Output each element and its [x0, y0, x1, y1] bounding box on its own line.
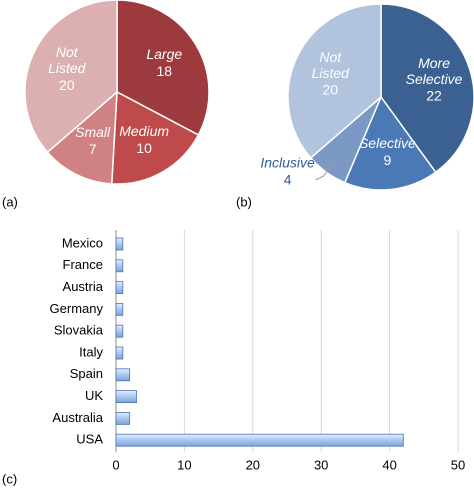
- bar: [115, 324, 124, 338]
- bar: [115, 237, 124, 251]
- slice-value: 9: [383, 152, 391, 168]
- label-line: Not: [56, 44, 79, 60]
- pie-slice: [343, 95, 437, 191]
- panel-label: (c): [2, 471, 17, 486]
- slice-label: Medium: [119, 123, 169, 139]
- y-tick-label: UK: [85, 388, 103, 403]
- bar: [115, 390, 137, 404]
- y-tick-label: Mexico: [62, 235, 103, 250]
- slice-label: Not Listed: [48, 44, 87, 76]
- slice-label: Inclusive: [260, 155, 315, 171]
- label-line: Selective: [406, 70, 463, 86]
- pie-slice: [287, 3, 382, 159]
- slice-label: Not Listed: [312, 49, 351, 81]
- bar: [115, 346, 124, 360]
- pie-slice: [46, 90, 118, 185]
- slice-value: 18: [156, 63, 172, 79]
- y-tick-label: France: [63, 257, 103, 272]
- slice-value: 20: [59, 77, 75, 93]
- label-line: Listed: [48, 60, 87, 76]
- y-tick-label: Italy: [79, 344, 103, 359]
- bar: [115, 433, 404, 447]
- slice-value: 7: [89, 141, 97, 157]
- leader-line: [315, 160, 335, 181]
- x-tick-label: 30: [314, 457, 328, 472]
- slice-value: 20: [322, 82, 338, 98]
- y-tick-label: Spain: [70, 366, 103, 381]
- y-tick-label: Slovakia: [54, 323, 104, 338]
- pie-slice: [110, 90, 200, 185]
- pie-slice: [380, 3, 474, 174]
- panel-label: (a): [2, 194, 18, 209]
- pie-slice: [24, 0, 118, 154]
- slice-label: Small: [75, 124, 111, 140]
- label-line: Not: [319, 49, 342, 65]
- bar: [115, 368, 131, 382]
- label-line: Listed: [312, 65, 351, 81]
- slice-value: 10: [136, 140, 152, 156]
- x-tick-label: 20: [246, 457, 260, 472]
- pie-slice: [116, 0, 210, 136]
- y-tick-label: Germany: [50, 301, 104, 316]
- panel-label: (b): [236, 194, 252, 209]
- bar: [115, 302, 124, 316]
- x-tick-label: 50: [451, 457, 465, 472]
- y-tick-label: Australia: [52, 410, 103, 425]
- y-tick-label: USA: [76, 432, 103, 447]
- bar: [115, 259, 124, 273]
- x-tick-label: 10: [177, 457, 191, 472]
- slice-value: 22: [426, 87, 442, 103]
- y-tick-label: Austria: [63, 279, 104, 294]
- label-line: More: [418, 54, 450, 70]
- bar: [115, 281, 124, 295]
- slice-label: More Selective: [406, 54, 463, 86]
- x-tick-label: 40: [382, 457, 396, 472]
- bar: [115, 411, 131, 425]
- slice-label: Selective: [359, 135, 416, 151]
- x-tick-label: 0: [112, 457, 119, 472]
- slice-label: Large: [146, 46, 182, 62]
- slice-value: 4: [284, 172, 292, 188]
